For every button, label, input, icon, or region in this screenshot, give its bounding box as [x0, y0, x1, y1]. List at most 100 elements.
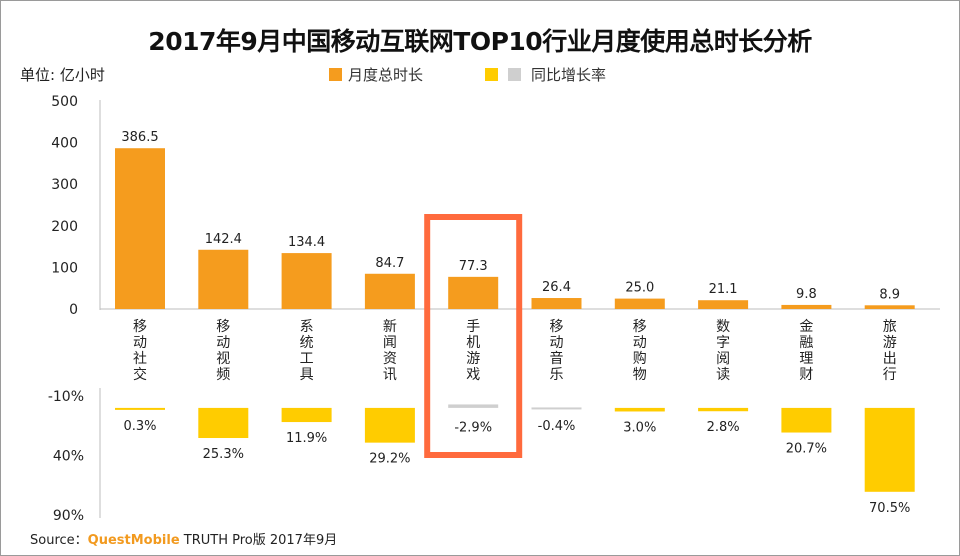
category-label-char: 移 — [133, 319, 147, 335]
legend-growth-label: 同比增长率 — [531, 66, 607, 84]
legend-duration-label: 月度总时长 — [348, 66, 424, 84]
legend-growth: 同比增长率 — [485, 64, 606, 85]
growth-value-label: 25.3% — [203, 447, 244, 462]
growth-value-label: 20.7% — [786, 442, 827, 457]
category-label-char: 乐 — [550, 367, 564, 383]
chart-title: 2017年9月中国移动互联网TOP10行业月度使用总时长分析 — [148, 27, 812, 56]
category-label-char: 读 — [716, 366, 730, 383]
category-label-char: 系 — [300, 319, 314, 335]
category-label-char: 行 — [883, 367, 897, 383]
category-label-char: 交 — [133, 366, 147, 383]
duration-value-label: 386.5 — [121, 130, 158, 145]
growth-value-label: 3.0% — [623, 420, 656, 435]
duration-value-label: 142.4 — [205, 232, 242, 247]
category-label-char: 阅 — [716, 351, 730, 367]
category-label-char: 动 — [133, 335, 147, 351]
category-label-char: 音 — [550, 350, 564, 367]
category-label-char: 旅 — [883, 319, 897, 335]
duration-bar — [781, 304, 832, 309]
top-y-tick: 0 — [69, 302, 78, 318]
category-label-char: 资 — [383, 351, 397, 367]
category-label-char: 字 — [716, 335, 730, 351]
duration-bar — [364, 273, 415, 309]
category-label-char: 频 — [216, 367, 230, 383]
category-label-char: 讯 — [383, 367, 397, 383]
duration-value-label: 26.4 — [542, 280, 571, 295]
legend-growth-neg-swatch — [508, 68, 521, 81]
source-brand: QuestMobile — [87, 533, 180, 548]
category-label-char: 具 — [300, 367, 314, 383]
category-label-char: 机 — [466, 335, 480, 351]
unit-label: 单位: 亿小时 — [20, 66, 105, 84]
top-y-tick: 500 — [51, 94, 78, 110]
duration-bar — [281, 253, 332, 309]
category-label-char: 数 — [716, 319, 730, 335]
growth-bar — [281, 407, 332, 423]
source-note: Source：QuestMobile TRUTH Pro版 2017年9月 — [30, 529, 337, 548]
category-label-char: 社 — [133, 351, 147, 367]
duration-bar — [864, 305, 915, 309]
category-label-char: 出 — [883, 351, 897, 367]
legend-growth-pos-swatch — [485, 68, 498, 81]
duration-value-label: 21.1 — [709, 282, 738, 297]
duration-value-label: 77.3 — [459, 259, 488, 274]
category-label-char: 移 — [550, 319, 564, 335]
duration-value-label: 84.7 — [375, 256, 404, 271]
growth-bar — [364, 407, 415, 443]
growth-value-label: 29.2% — [369, 452, 410, 467]
growth-bar — [198, 407, 249, 439]
category-label-char: 戏 — [466, 367, 480, 383]
top-y-tick: 100 — [51, 260, 78, 276]
category-label-char: 动 — [633, 335, 647, 351]
category-label-char: 理 — [799, 351, 813, 367]
growth-bar — [698, 407, 749, 412]
category-label-char: 金 — [799, 319, 813, 335]
category-label-char: 物 — [633, 367, 647, 383]
growth-bar — [531, 407, 582, 410]
highlight-box — [424, 214, 523, 458]
duration-value-label: 8.9 — [879, 287, 900, 302]
category-label-char: 财 — [799, 367, 813, 383]
category-label-char: 手 — [466, 319, 480, 335]
growth-value-label: 2.8% — [707, 420, 740, 435]
category-label-char: 移 — [216, 319, 230, 335]
growth-bar — [115, 407, 165, 410]
category-label-char: 融 — [799, 335, 813, 351]
category-label-char: 游 — [466, 351, 480, 367]
duration-bar — [531, 298, 582, 309]
growth-bar — [614, 407, 665, 412]
growth-value-label: -0.4% — [538, 419, 576, 434]
duration-bar — [115, 148, 165, 309]
top-y-tick: 300 — [51, 177, 78, 193]
top-y-tick: 200 — [51, 219, 78, 235]
growth-bar — [448, 404, 499, 408]
category-label-char: 移 — [633, 319, 647, 335]
legend-duration: 月度总时长 — [329, 64, 423, 85]
duration-bar — [198, 249, 249, 309]
duration-bar — [698, 300, 749, 309]
category-label-char: 工 — [300, 351, 314, 367]
growth-value-label: 0.3% — [123, 419, 156, 434]
category-label-char: 游 — [883, 335, 897, 351]
category-label-char: 购 — [633, 351, 647, 367]
growth-value-label: -2.9% — [454, 420, 492, 435]
duration-value-label: 134.4 — [288, 235, 325, 250]
duration-value-label: 9.8 — [796, 287, 817, 302]
duration-value-label: 25.0 — [625, 281, 654, 296]
category-label-char: 新 — [383, 319, 397, 335]
source-prefix: Source： — [30, 533, 88, 548]
duration-bar — [614, 298, 665, 309]
top-y-tick: 400 — [51, 136, 78, 152]
category-label-char: 动 — [216, 335, 230, 351]
bottom-y-tick: 40% — [53, 449, 84, 465]
source-rest: TRUTH Pro版 2017年9月 — [179, 533, 338, 548]
bottom-y-tick: 90% — [53, 508, 84, 524]
category-label-char: 视 — [216, 351, 230, 367]
growth-value-label: 11.9% — [286, 431, 327, 446]
category-label-char: 统 — [300, 335, 314, 351]
bottom-y-tick: -10% — [48, 389, 84, 405]
growth-bar — [781, 407, 832, 433]
category-label-char: 动 — [550, 335, 564, 351]
growth-bar — [864, 407, 915, 492]
